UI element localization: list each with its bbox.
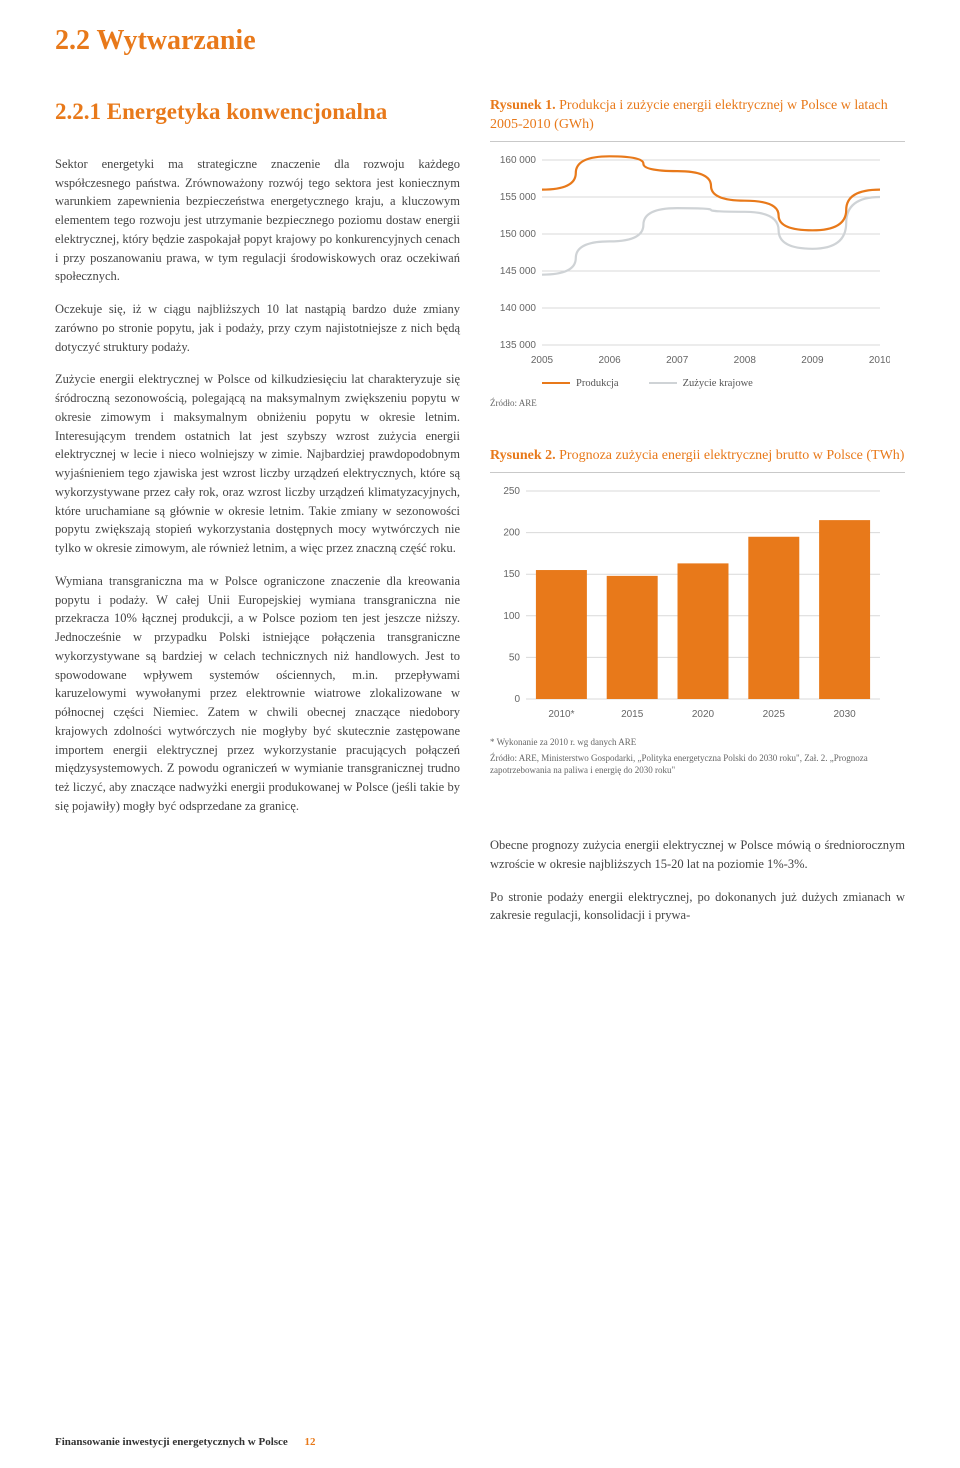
svg-text:2007: 2007 [666, 355, 689, 366]
right-para-bottom: Obecne prognozy zużycia energii elektryc… [490, 836, 905, 874]
svg-text:2030: 2030 [833, 709, 856, 720]
svg-text:200: 200 [503, 527, 520, 538]
svg-text:2009: 2009 [801, 355, 824, 366]
svg-text:155 000: 155 000 [500, 192, 537, 203]
svg-text:2008: 2008 [734, 355, 757, 366]
section-title: 2.2 Wytwarzanie [55, 25, 905, 57]
svg-text:2015: 2015 [621, 709, 644, 720]
right-para-bottom2: Po stronie podaży energii elektrycznej, … [490, 888, 905, 926]
svg-text:2025: 2025 [763, 709, 786, 720]
svg-text:150 000: 150 000 [500, 229, 537, 240]
footer-text: Finansowanie inwestycji energetycznych w… [55, 1436, 288, 1448]
legend-item-zuzycie: Zużycie krajowe [649, 378, 753, 389]
footer-page: 12 [305, 1436, 316, 1448]
svg-text:2006: 2006 [598, 355, 621, 366]
para-3: Zużycie energii elektrycznej w Polsce od… [55, 370, 460, 558]
chart2-caption: Rysunek 2. Prognoza zużycia energii elek… [490, 447, 905, 466]
chart1-caption-lead: Rysunek 1. [490, 98, 556, 113]
two-column-layout: 2.2.1 Energetyka konwencjonalna Sektor e… [55, 97, 905, 939]
svg-text:160 000: 160 000 [500, 155, 537, 166]
chart1-caption: Rysunek 1. Produkcja i zużycie energii e… [490, 97, 905, 135]
chart2-source: Źródło: ARE, Ministerstwo Gospodarki, „P… [490, 752, 905, 776]
chart1-legend: Produkcja Zużycie krajowe [542, 378, 905, 389]
svg-text:2010*: 2010* [548, 709, 574, 720]
chart1-line: 160 000 155 000 150 000 145 000 140 000 135 0… [490, 152, 905, 372]
svg-text:145 000: 145 000 [500, 266, 537, 277]
left-column: 2.2.1 Energetyka konwencjonalna Sektor e… [55, 97, 460, 939]
para-4: Wymiana transgraniczna ma w Polsce ogran… [55, 572, 460, 816]
svg-text:2005: 2005 [531, 355, 554, 366]
para-1: Sektor energetyki ma strategiczne znacze… [55, 155, 460, 286]
svg-text:135 000: 135 000 [500, 340, 537, 351]
svg-text:100: 100 [503, 611, 520, 622]
svg-text:0: 0 [514, 694, 520, 705]
svg-text:2020: 2020 [692, 709, 715, 720]
chart2-caption-lead: Rysunek 2. [490, 448, 556, 463]
legend-item-produkcja: Produkcja [542, 378, 619, 389]
page-footer: Finansowanie inwestycji energetycznych w… [55, 1436, 316, 1448]
right-column: Rysunek 1. Produkcja i zużycie energii e… [490, 97, 905, 939]
chart2-bar: 250 200 150 100 50 0 2010* 2015 2020 2025 2030 [490, 483, 905, 728]
chart1-source: Źródło: ARE [490, 397, 905, 409]
chart1-rule [490, 141, 905, 142]
chart2-rule [490, 472, 905, 473]
chart2-caption-rest: Prognoza zużycia energii elektrycznej br… [556, 448, 905, 463]
svg-text:140 000: 140 000 [500, 303, 537, 314]
svg-text:150: 150 [503, 569, 520, 580]
subsection-title: 2.2.1 Energetyka konwencjonalna [55, 97, 460, 127]
svg-text:250: 250 [503, 486, 520, 497]
svg-text:50: 50 [509, 652, 521, 663]
svg-text:2010: 2010 [869, 355, 890, 366]
para-2: Oczekuje się, iż w ciągu najbliższych 10… [55, 300, 460, 356]
chart2-note: * Wykonanie za 2010 r. wg danych ARE [490, 736, 905, 748]
